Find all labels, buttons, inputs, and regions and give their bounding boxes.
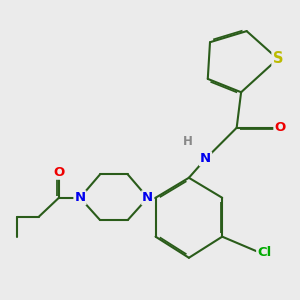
Text: N: N bbox=[142, 191, 153, 204]
Text: O: O bbox=[274, 121, 286, 134]
Text: S: S bbox=[272, 51, 283, 66]
Text: H: H bbox=[183, 135, 193, 148]
Text: N: N bbox=[74, 191, 86, 204]
Text: N: N bbox=[200, 152, 211, 165]
Text: Cl: Cl bbox=[257, 246, 272, 259]
Text: O: O bbox=[53, 166, 64, 179]
